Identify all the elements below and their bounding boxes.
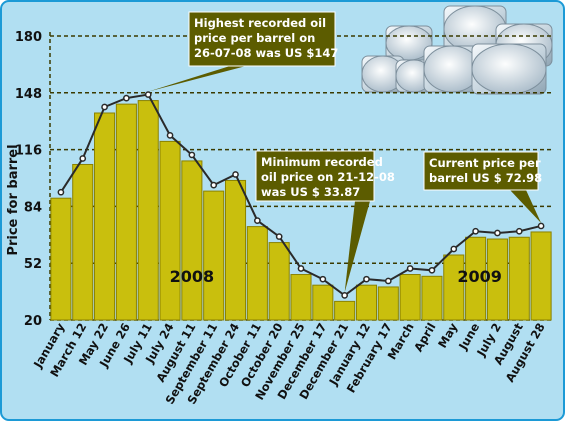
data-point (428, 266, 436, 274)
callout-box (423, 151, 539, 191)
y-tick-label: 116 (15, 144, 42, 159)
callout-text: barrel US $ 72.98 (429, 171, 542, 185)
gridlines (49, 32, 552, 321)
bar (312, 284, 334, 321)
data-point (166, 132, 174, 139)
y-tick-label: 148 (15, 87, 42, 102)
bar (50, 197, 72, 321)
bar (94, 112, 116, 321)
data-point (472, 227, 479, 235)
bar (421, 275, 443, 321)
callout-box (255, 150, 375, 202)
callout-text: Highest recorded oil (194, 16, 326, 30)
callout-text: price per barrel on (194, 31, 315, 45)
callout-text: Minimum recorded (261, 155, 383, 169)
bar (115, 103, 137, 321)
bar (486, 238, 508, 321)
bar (203, 190, 225, 321)
data-point (123, 94, 130, 102)
bar (508, 236, 530, 321)
y-tick-label: 20 (24, 314, 42, 329)
data-point (319, 275, 327, 283)
year-labels: 2008 2009 (170, 267, 502, 286)
year-label: 2009 (457, 267, 502, 286)
bar (530, 231, 552, 321)
data-point (101, 103, 108, 111)
data-point (537, 222, 545, 230)
callout-text: oil price on 21-12-08 (261, 170, 395, 184)
data-point (253, 217, 261, 224)
data-point (232, 171, 239, 178)
price-line (57, 91, 545, 299)
bar (377, 286, 399, 321)
data-point (515, 227, 523, 235)
data-point (275, 233, 283, 240)
data-point (450, 245, 458, 253)
data-point (494, 229, 501, 237)
bars (50, 100, 552, 321)
callout-text: was US $ 33.87 (261, 185, 360, 199)
y-tick-label: 84 (24, 200, 42, 215)
data-point (406, 265, 414, 272)
bar (290, 274, 312, 321)
bar (224, 179, 247, 321)
data-point (341, 292, 349, 299)
barrel-end (471, 43, 547, 95)
callout-box (188, 11, 336, 67)
bar (355, 284, 378, 321)
oil-barrels-illustration (361, 5, 553, 95)
bar (246, 226, 268, 321)
bar (465, 236, 487, 321)
y-tick-label: 52 (24, 257, 42, 272)
bar (72, 163, 94, 321)
y-axis-label: Price for barrel (6, 144, 21, 255)
bar (399, 274, 421, 321)
callout-text: Current price per (429, 156, 541, 170)
callout-pointer (510, 190, 542, 223)
bar (159, 140, 181, 321)
data-point (57, 188, 65, 196)
bar (334, 300, 356, 321)
y-axis-ticks: 20 52 84 116 148 180 (15, 30, 42, 329)
data-point (210, 181, 218, 189)
data-point (363, 275, 370, 283)
data-point (79, 155, 87, 162)
data-point (188, 151, 196, 159)
bar (137, 100, 159, 321)
bar (181, 160, 203, 321)
data-point (144, 91, 152, 98)
callout-pointer (148, 66, 246, 92)
y-tick-label: 180 (15, 30, 42, 45)
year-label: 2008 (170, 267, 215, 286)
bar (443, 254, 465, 321)
callout-text: 26-07-08 was US $147 (194, 46, 338, 60)
data-point (384, 277, 392, 285)
data-point (297, 265, 305, 272)
bar (268, 242, 290, 321)
callout-pointer (344, 201, 370, 293)
